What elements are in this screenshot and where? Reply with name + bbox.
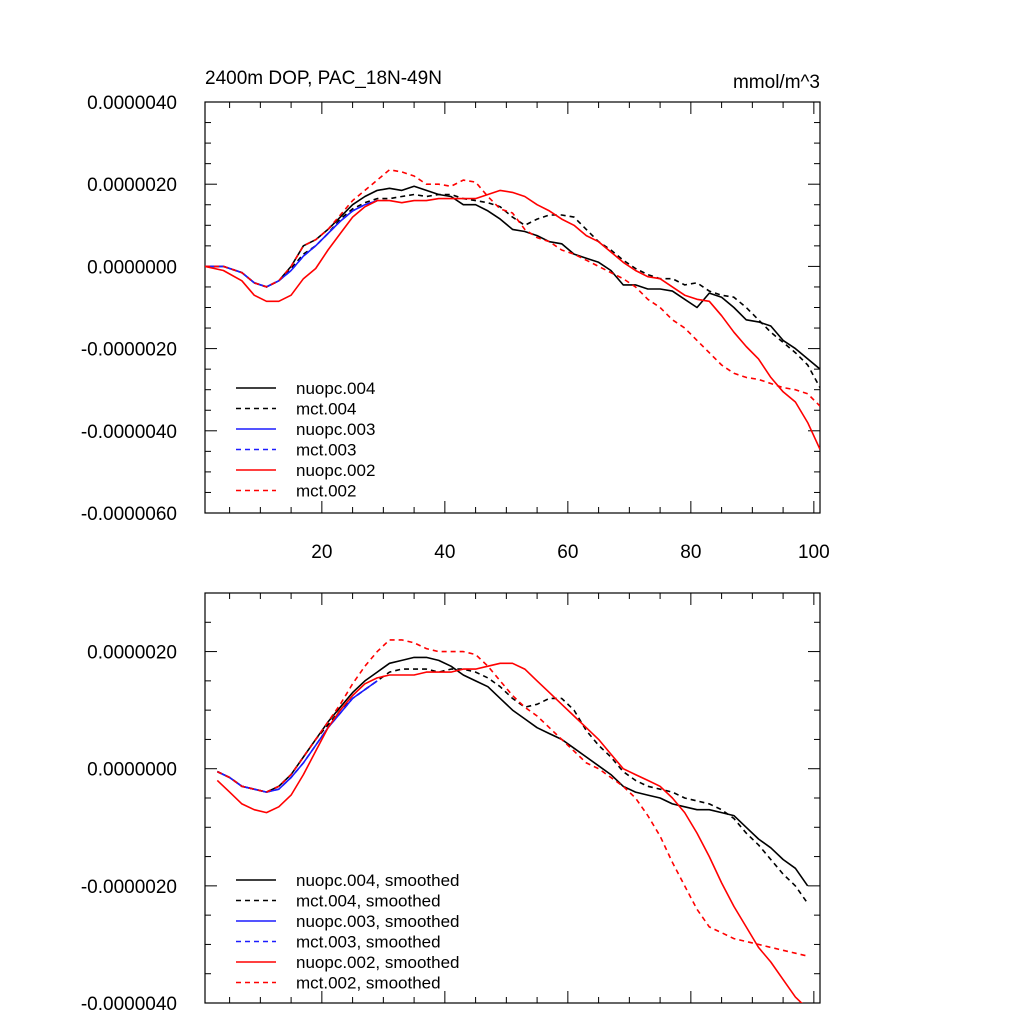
legend-label: mct.002 (296, 482, 356, 501)
legend-label: mct.003 (296, 441, 356, 460)
x-tick-label: 100 (798, 542, 830, 563)
legend-label: mct.004 (296, 400, 356, 419)
y-tick-label: 0.0000020 (87, 643, 177, 664)
top-panel: -0.0000060 -0.0000040 -0.0000020 0.0000000 0… (81, 68, 830, 563)
y-tick-label: -0.0000020 (81, 340, 177, 361)
legend-label: nuopc.004 (296, 379, 375, 398)
bottom-panel: -0.0000040 -0.0000020 0.0000000 0.0000020 nu… (81, 592, 821, 1015)
series-line (205, 189, 820, 450)
series-line (205, 169, 820, 407)
tick-marks (205, 592, 820, 1004)
y-tick-label: -0.0000040 (81, 422, 177, 443)
y-tick-label: -0.0000060 (81, 504, 177, 525)
legend-label: mct.002, smoothed (296, 974, 441, 993)
y-tick-label: 0.0000020 (87, 175, 177, 196)
y-tick-label: 0.0000040 (87, 93, 177, 114)
legend-label: mct.004, smoothed (296, 892, 441, 911)
x-tick-label: 20 (311, 542, 332, 563)
legend-label: nuopc.002, smoothed (296, 953, 460, 972)
y-tick-label: 0.0000000 (87, 760, 177, 781)
series-line (216, 662, 803, 1003)
x-tick-label: 40 (434, 542, 455, 563)
legend-label: nuopc.003 (296, 420, 375, 439)
series-line (205, 193, 820, 388)
y-tick-label: -0.0000020 (81, 877, 177, 898)
legend-label: mct.003, smoothed (296, 933, 441, 952)
series-lines (216, 639, 809, 1003)
legend-label: nuopc.004, smoothed (296, 871, 460, 890)
y-tick-label: -0.0000040 (81, 994, 177, 1015)
legend-label: nuopc.002 (296, 461, 375, 480)
legend-label: nuopc.003, smoothed (296, 912, 460, 931)
y-tick-label: 0.0000000 (87, 257, 177, 278)
chart-title: 2400m DOP, PAC_18N-49N (205, 68, 442, 89)
x-tick-label: 60 (557, 542, 578, 563)
tick-marks (205, 101, 820, 514)
series-line (216, 639, 808, 957)
series-lines (205, 169, 820, 450)
x-tick-label: 80 (680, 542, 701, 563)
chart-units: mmol/m^3 (733, 72, 820, 93)
